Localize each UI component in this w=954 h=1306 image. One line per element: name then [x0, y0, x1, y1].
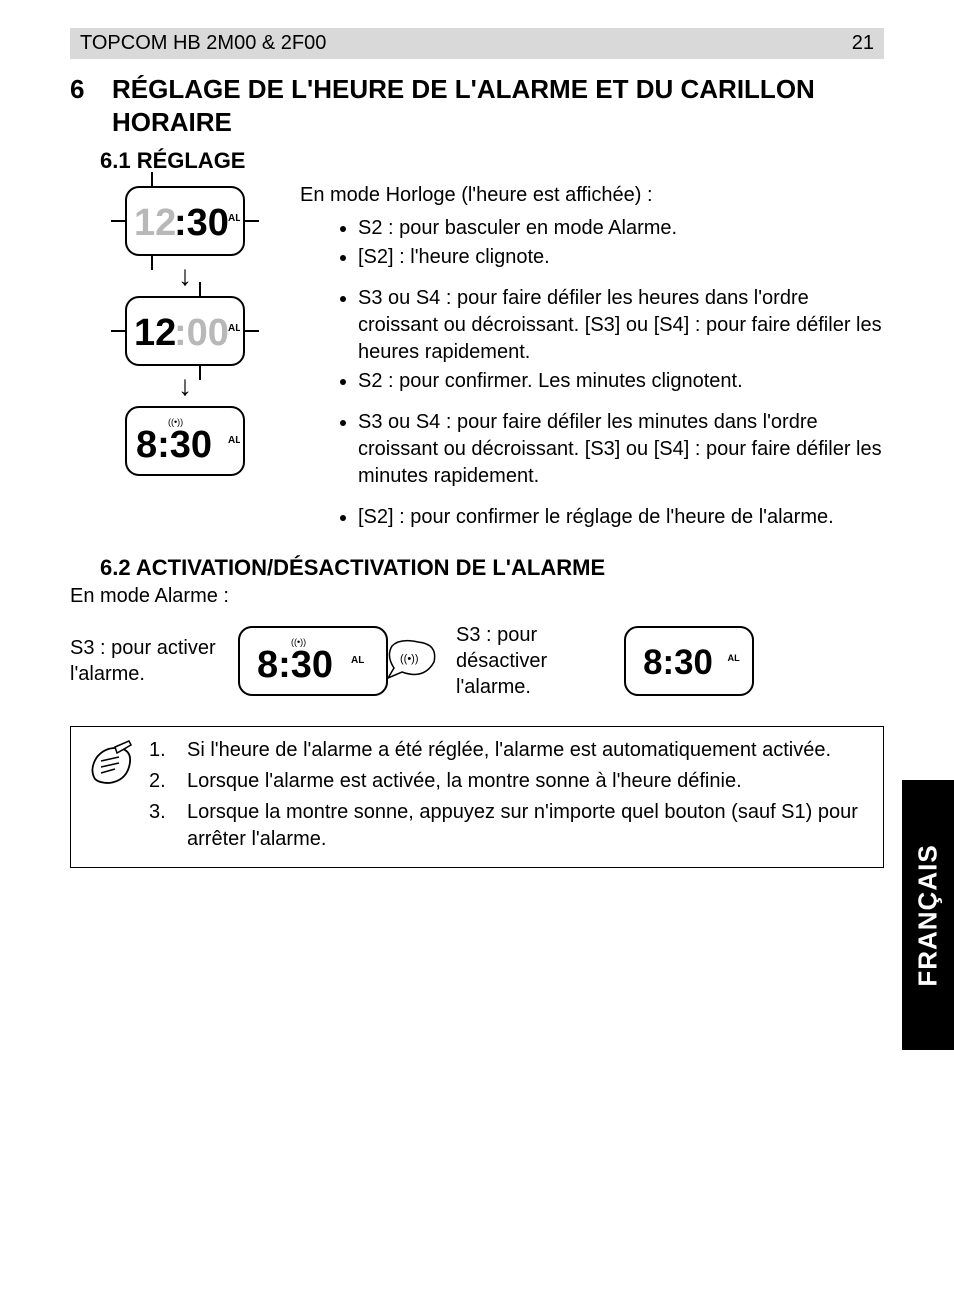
- subsection-6-1: 6.1 RÉGLAGE: [100, 148, 884, 174]
- bullet-item: S2 : pour basculer en mode Alarme.: [358, 215, 884, 242]
- deactivate-text: S3 : pour désactiver l'alarme.: [456, 622, 606, 700]
- page-header-bar: TOPCOM HB 2M00 & 2F00 21: [70, 28, 884, 59]
- svg-text:((•)): ((•)): [400, 653, 419, 665]
- note-number: 1.: [149, 737, 187, 764]
- bullets-group-c: S3 ou S4 : pour faire défiler les minute…: [358, 409, 884, 490]
- note-list: 1. Si l'heure de l'alarme a été réglée, …: [149, 737, 869, 857]
- bullet-item: S3 ou S4 : pour faire défiler les heures…: [358, 285, 884, 366]
- svg-text:12: 12: [134, 202, 176, 244]
- bullet-item: S2 : pour confirmer. Les minutes clignot…: [358, 368, 884, 395]
- svg-text:AL: AL: [228, 213, 240, 224]
- note-text: Lorsque l'alarme est activée, la montre …: [187, 768, 742, 795]
- mode-line: En mode Alarme :: [70, 585, 884, 608]
- note-icon: [85, 737, 135, 857]
- note-item: 3. Lorsque la montre sonne, appuyez sur …: [149, 799, 869, 853]
- lcd-activate: ((•)) 8:30 AL: [238, 626, 388, 696]
- arrow-down-icon: ↓: [178, 262, 192, 290]
- bullet-item: [S2] : pour confirmer le réglage de l'he…: [358, 504, 884, 531]
- language-tab: FRANÇAIS: [902, 780, 954, 1050]
- bullet-item: [S2] : l'heure clignote.: [358, 244, 884, 271]
- page-number: 21: [852, 32, 874, 55]
- lcd-display-2: 12 :00 AL: [125, 296, 245, 366]
- lcd-deactivate: 8:30 AL: [624, 626, 754, 696]
- section-text: RÉGLAGE DE L'HEURE DE L'ALARME ET DU CAR…: [112, 73, 884, 138]
- svg-text:8:30: 8:30: [257, 644, 333, 686]
- section-number: 6: [70, 73, 112, 138]
- svg-text:AL: AL: [351, 655, 364, 666]
- activate-text: S3 : pour activer l'alarme.: [70, 635, 220, 687]
- language-label: FRANÇAIS: [913, 844, 944, 986]
- note-text: Lorsque la montre sonne, appuyez sur n'i…: [187, 799, 869, 853]
- note-item: 1. Si l'heure de l'alarme a été réglée, …: [149, 737, 869, 764]
- note-item: 2. Lorsque l'alarme est activée, la mont…: [149, 768, 869, 795]
- note-number: 2.: [149, 768, 187, 795]
- lcd-display-1: 12 :30 AL: [125, 186, 245, 256]
- svg-text:AL: AL: [228, 435, 240, 446]
- note-box: 1. Si l'heure de l'alarme a été réglée, …: [70, 726, 884, 868]
- intro-line: En mode Horloge (l'heure est affichée) :: [300, 182, 884, 209]
- lcd-display-3: ((•)) 8:30 AL: [125, 406, 245, 476]
- bullets-group-a: S2 : pour basculer en mode Alarme. [S2] …: [358, 215, 884, 271]
- note-text: Si l'heure de l'alarme a été réglée, l'a…: [187, 737, 831, 764]
- activation-row: S3 : pour activer l'alarme. ((•)) 8:30 A…: [70, 622, 884, 700]
- bullet-item: S3 ou S4 : pour faire défiler les minute…: [358, 409, 884, 490]
- arrow-down-icon: ↓: [178, 372, 192, 400]
- product-name: TOPCOM HB 2M00 & 2F00: [80, 32, 326, 55]
- svg-text:AL: AL: [228, 323, 240, 334]
- svg-text:AL: AL: [728, 653, 741, 663]
- bullets-group-b: S3 ou S4 : pour faire défiler les heures…: [358, 285, 884, 395]
- signal-callout-icon: ((•)): [384, 638, 438, 680]
- instruction-text-6-1: En mode Horloge (l'heure est affichée) :…: [300, 182, 884, 545]
- note-number: 3.: [149, 799, 187, 853]
- lcd-diagram-column: 12 :30 AL ↓ 12 :00 AL: [70, 182, 300, 545]
- bullets-group-d: [S2] : pour confirmer le réglage de l'he…: [358, 504, 884, 531]
- svg-text:12: 12: [134, 312, 176, 354]
- svg-text:8:30: 8:30: [643, 643, 713, 682]
- section-6-title: 6 RÉGLAGE DE L'HEURE DE L'ALARME ET DU C…: [70, 73, 884, 138]
- svg-text::00: :00: [174, 312, 229, 354]
- svg-text::30: :30: [174, 202, 229, 244]
- svg-text:8:30: 8:30: [136, 424, 212, 466]
- subsection-6-2: 6.2 ACTIVATION/DÉSACTIVATION DE L'ALARME: [100, 555, 884, 581]
